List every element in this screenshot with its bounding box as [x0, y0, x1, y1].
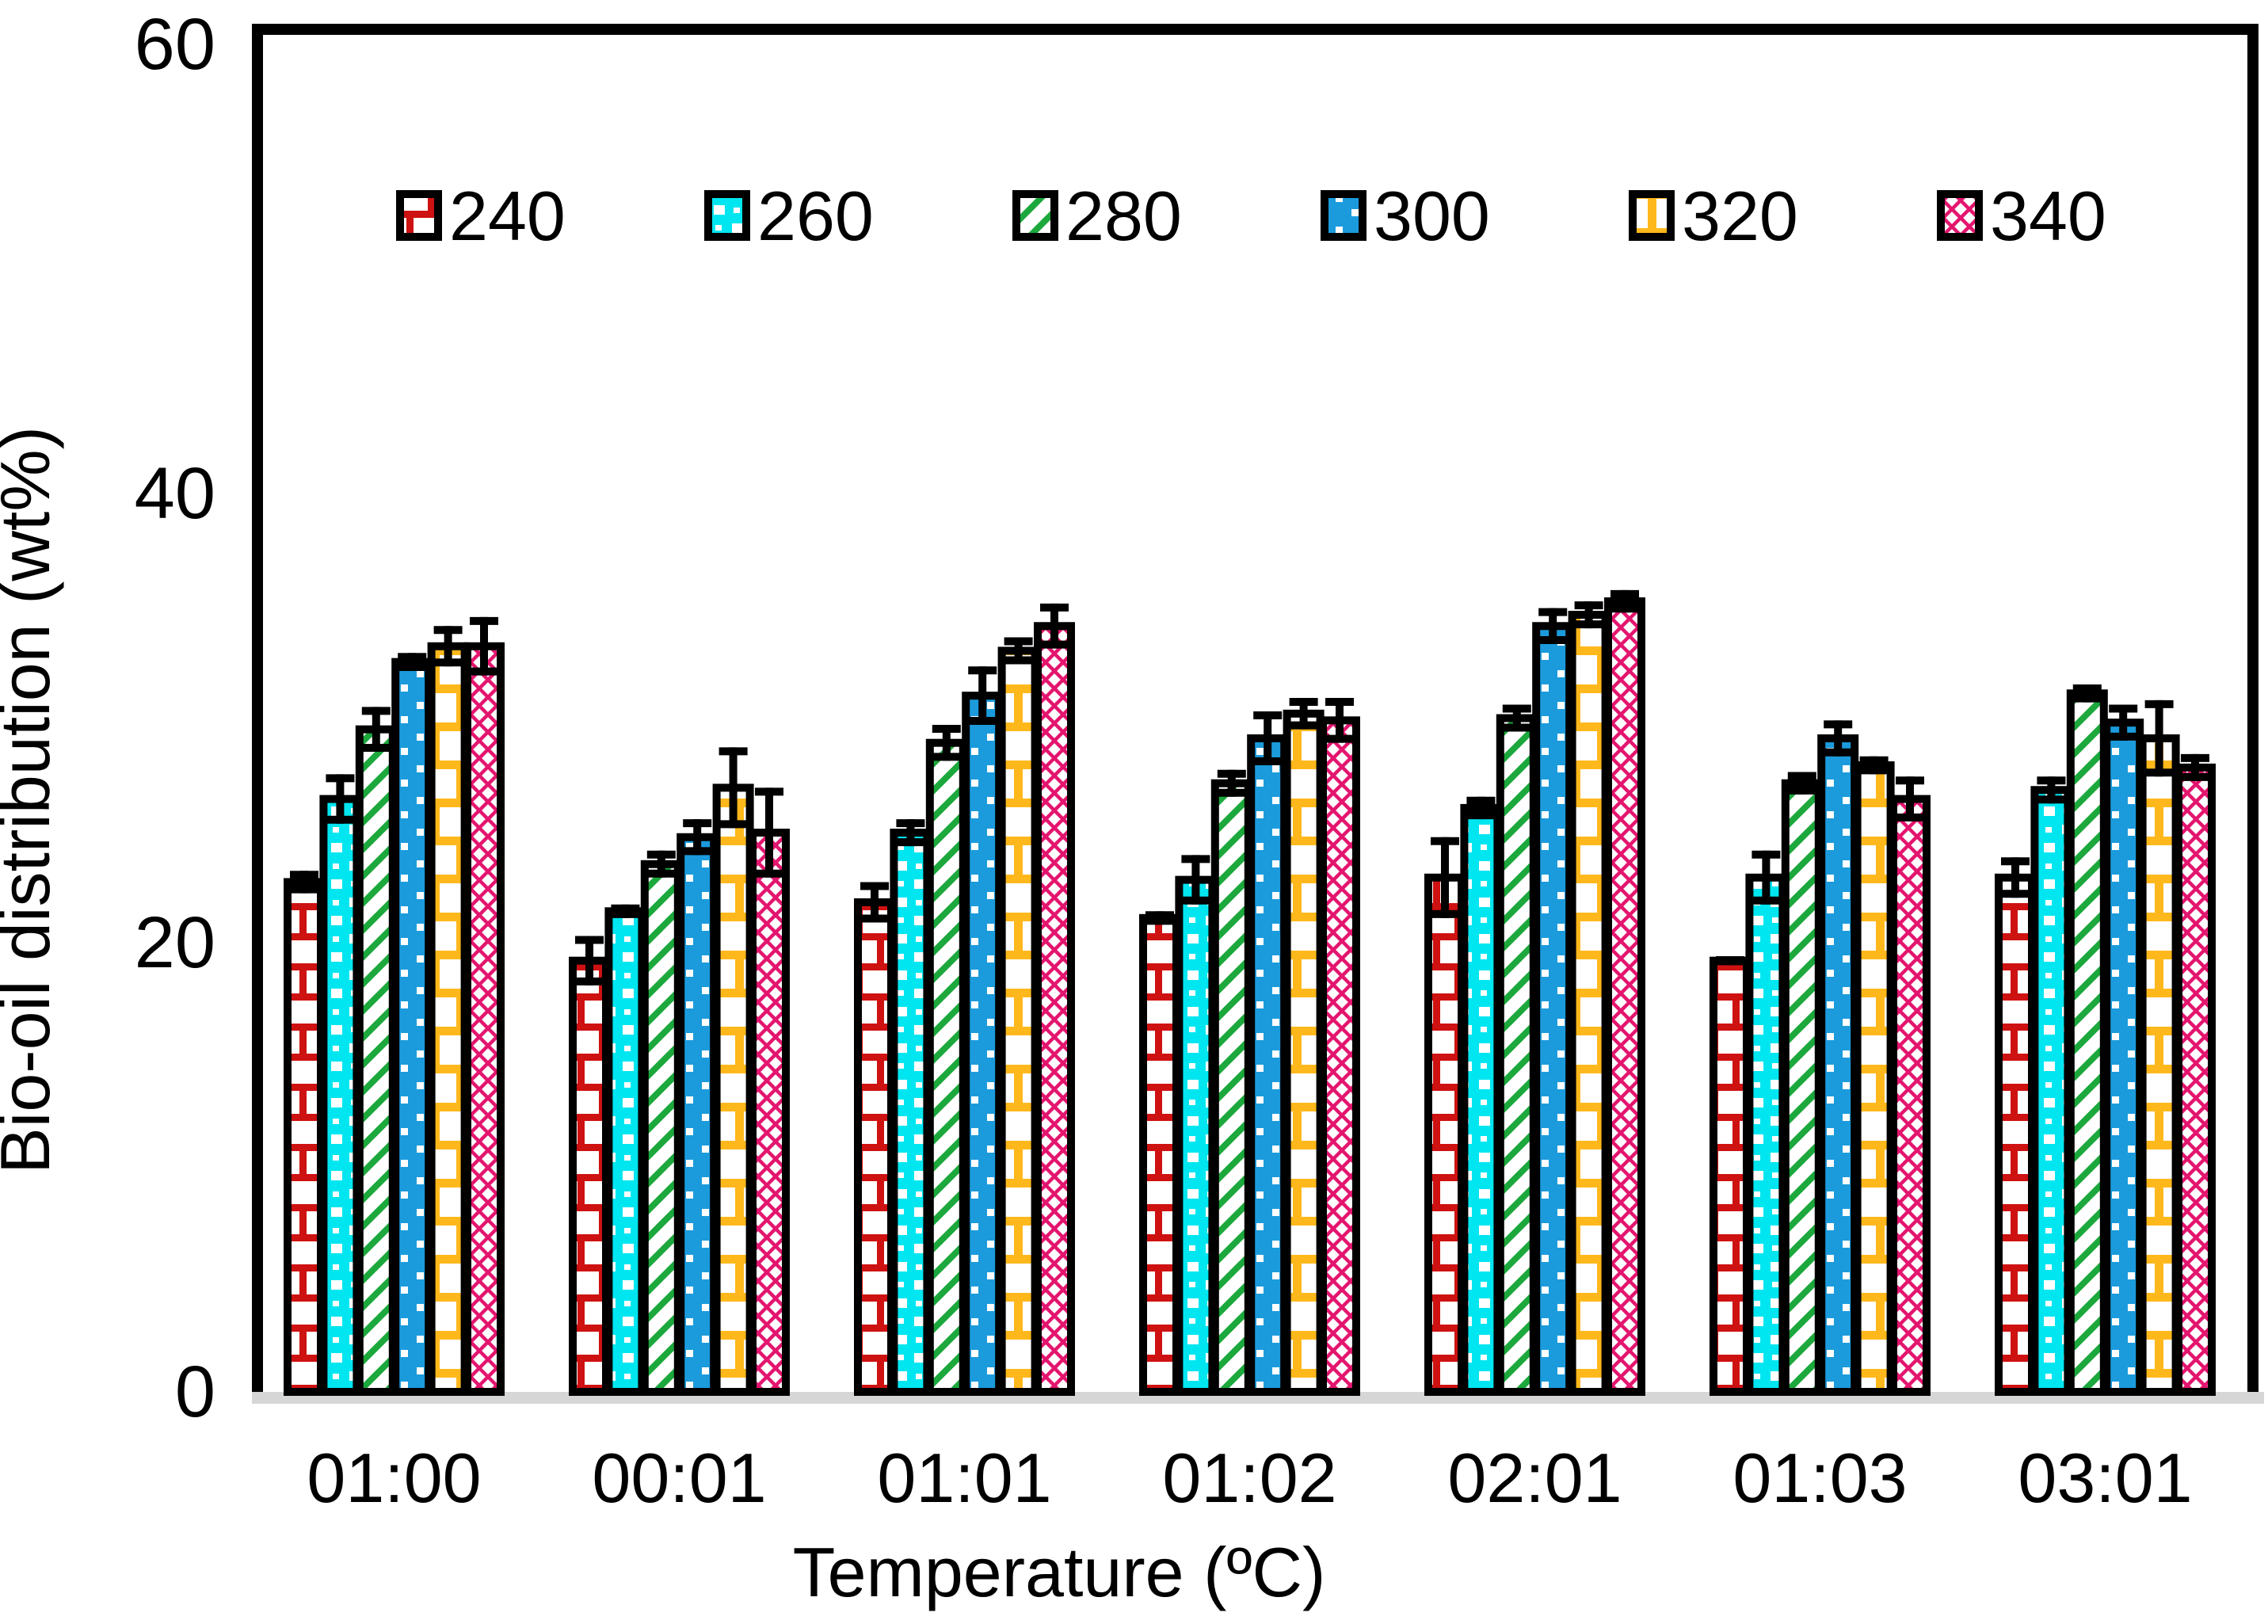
bars-layer [284, 597, 2216, 1397]
bar-300-01:03 [1817, 734, 1859, 1396]
x-category-label: 02:01 [1447, 1439, 1622, 1517]
legend-label-260: 260 [757, 177, 874, 255]
x-category-label: 01:02 [1162, 1439, 1336, 1517]
legend-swatch-340 [1937, 190, 1983, 241]
y-tick-label: 20 [135, 902, 215, 983]
bar-280-00:01 [640, 860, 682, 1396]
legend: 240 260 280 300 320 340 [396, 177, 2106, 255]
bar-300-03:01 [2102, 719, 2144, 1396]
bar-320-01:00 [427, 642, 469, 1396]
bar-260-02:01 [1460, 803, 1502, 1396]
legend-label-340: 340 [1990, 177, 2106, 255]
error-bars-layer [290, 589, 2209, 985]
bar-280-01:01 [925, 738, 967, 1396]
bar-260-01:02 [1175, 875, 1217, 1396]
bar-340-01:00 [463, 642, 505, 1396]
bar-300-01:01 [962, 692, 1004, 1396]
bar-260-01:00 [319, 795, 361, 1396]
bar-340-03:01 [2175, 763, 2216, 1396]
bar-340-01:01 [1034, 622, 1075, 1396]
legend-label-280: 280 [1065, 177, 1182, 255]
bar-320-01:02 [1283, 709, 1325, 1396]
bar-340-02:01 [1604, 597, 1645, 1396]
bar-340-00:01 [749, 829, 790, 1396]
bar-240-01:01 [854, 898, 895, 1396]
x-category-label: 01:00 [307, 1439, 481, 1517]
y-tick-label: 40 [135, 453, 215, 534]
legend-swatch-280 [1012, 190, 1058, 241]
bar-240-01:03 [1710, 956, 1751, 1397]
legend-item-300: 300 [1321, 177, 1490, 255]
bar-320-02:01 [1568, 611, 1610, 1396]
y-tick-label: 60 [135, 4, 215, 85]
bar-300-02:01 [1532, 622, 1574, 1396]
legend-item-280: 280 [1012, 177, 1182, 255]
legend-item-320: 320 [1629, 177, 1798, 255]
bar-240-03:01 [1995, 873, 2036, 1397]
legend-swatch-300 [1321, 190, 1367, 241]
bar-320-01:01 [997, 646, 1039, 1396]
bar-320-03:01 [2138, 734, 2180, 1396]
x-axis-category-labels: 01:00 00:01 01:01 01:02 02:01 01:03 03:01 [307, 1439, 2192, 1517]
legend-swatch-240 [396, 190, 442, 241]
bar-240-01:00 [284, 878, 325, 1396]
legend-label-240: 240 [449, 177, 566, 255]
bar-320-00:01 [712, 783, 754, 1396]
x-axis-title: Temperature (ºC) [793, 1533, 1326, 1611]
bar-300-01:02 [1247, 734, 1289, 1396]
bar-280-01:03 [1781, 779, 1823, 1396]
x-category-label: 01:01 [877, 1439, 1051, 1517]
bar-240-00:01 [569, 956, 610, 1397]
bar-260-03:01 [2030, 786, 2072, 1396]
bar-260-00:01 [604, 907, 646, 1397]
legend-swatch-260 [704, 190, 750, 241]
bar-280-03:01 [2066, 689, 2108, 1396]
legend-item-340: 340 [1937, 177, 2106, 255]
bar-300-00:01 [677, 833, 719, 1396]
bar-340-01:03 [1889, 795, 1931, 1396]
x-category-label: 01:03 [1732, 1439, 1907, 1517]
legend-label-320: 320 [1682, 177, 1798, 255]
bar-260-01:01 [890, 829, 932, 1396]
bar-340-01:02 [1319, 716, 1360, 1396]
legend-item-240: 240 [396, 177, 566, 255]
legend-item-260: 260 [704, 177, 874, 255]
legend-swatch-320 [1629, 190, 1675, 241]
x-category-label: 00:01 [592, 1439, 766, 1517]
bar-280-02:01 [1496, 714, 1538, 1396]
bar-260-01:03 [1745, 873, 1787, 1397]
legend-label-300: 300 [1374, 177, 1490, 255]
y-axis-title: Bio-oil distribution (wt%) [0, 426, 64, 1174]
bar-240-01:02 [1139, 913, 1180, 1396]
y-axis-tick-labels: 0 20 40 60 [135, 4, 215, 1432]
bar-240-02:01 [1424, 873, 1466, 1397]
x-category-label: 03:01 [2018, 1439, 2192, 1517]
bar-320-01:03 [1853, 761, 1895, 1396]
bar-280-01:02 [1210, 779, 1252, 1396]
bar-300-01:00 [391, 658, 433, 1396]
y-tick-label: 0 [175, 1351, 215, 1432]
bar-280-01:00 [355, 725, 397, 1396]
